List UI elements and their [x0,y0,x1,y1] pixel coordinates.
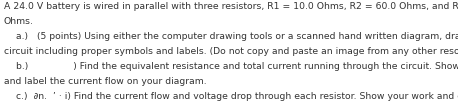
Text: c.)  ∂n.  ’ · i) Find the current flow and voltage drop through each resistor. S: c.) ∂n. ’ · i) Find the current flow and… [4,92,458,101]
Text: b.)               ) Find the equivalent resistance and total current running thr: b.) ) Find the equivalent resistance and… [4,62,458,71]
Text: Ohms.: Ohms. [4,17,33,26]
Text: A 24.0 V battery is wired in parallel with three resistors, R1 = 10.0 Ohms, R2 =: A 24.0 V battery is wired in parallel wi… [4,2,458,11]
Text: a.)   (5 points) Using either the computer drawing tools or a scanned hand writt: a.) (5 points) Using either the computer… [4,32,458,41]
Text: and label the current flow on your diagram.: and label the current flow on your diagr… [4,77,206,86]
Text: circuit including proper symbols and labels. (Do not copy and paste an image fro: circuit including proper symbols and lab… [4,47,458,56]
